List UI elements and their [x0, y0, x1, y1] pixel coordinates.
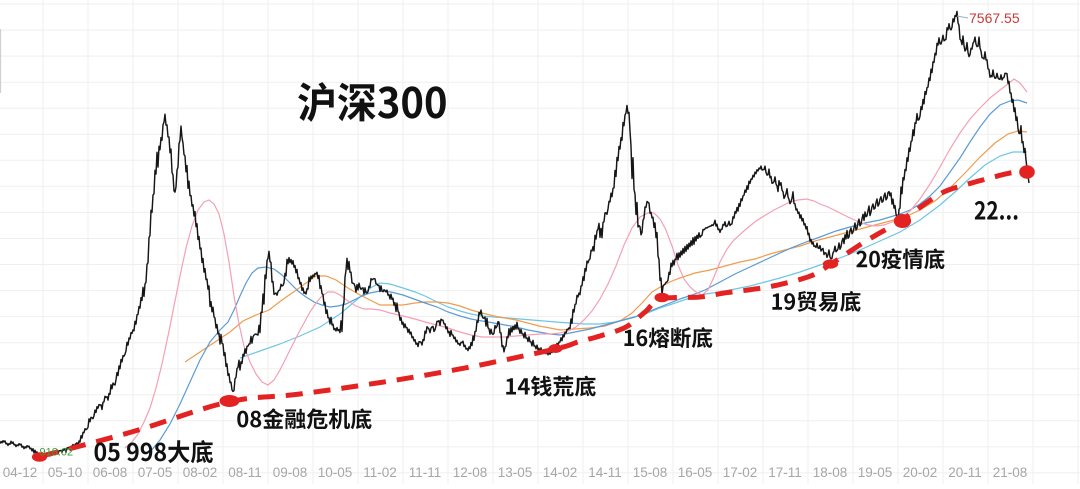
- svg-text:06-08: 06-08: [93, 465, 128, 480]
- svg-text:09-08: 09-08: [273, 465, 308, 480]
- svg-text:17-11: 17-11: [768, 465, 802, 480]
- svg-text:17-02: 17-02: [723, 465, 758, 480]
- svg-text:08-11: 08-11: [228, 465, 262, 480]
- svg-text:15-08: 15-08: [633, 465, 668, 480]
- svg-text:12-08: 12-08: [453, 465, 488, 480]
- svg-text:14-11: 14-11: [588, 465, 622, 480]
- svg-text:918.02: 918.02: [40, 447, 74, 459]
- svg-text:18-08: 18-08: [813, 465, 848, 480]
- svg-text:08-02: 08-02: [183, 465, 218, 480]
- svg-text:16-05: 16-05: [678, 465, 713, 480]
- svg-text:13-05: 13-05: [498, 465, 533, 480]
- svg-text:11-02: 11-02: [363, 465, 397, 480]
- svg-text:07-05: 07-05: [138, 465, 173, 480]
- svg-text:19-05: 19-05: [858, 465, 893, 480]
- svg-text:21-08: 21-08: [993, 465, 1028, 480]
- svg-text:10-05: 10-05: [318, 465, 353, 480]
- svg-text:20-11: 20-11: [948, 465, 982, 480]
- svg-text:14-02: 14-02: [543, 465, 578, 480]
- svg-text:05-10: 05-10: [48, 465, 83, 480]
- svg-text:04-12: 04-12: [3, 465, 38, 480]
- svg-text:20-02: 20-02: [903, 465, 938, 480]
- svg-text:11-11: 11-11: [409, 465, 442, 480]
- svg-text:7567.55: 7567.55: [969, 10, 1020, 26]
